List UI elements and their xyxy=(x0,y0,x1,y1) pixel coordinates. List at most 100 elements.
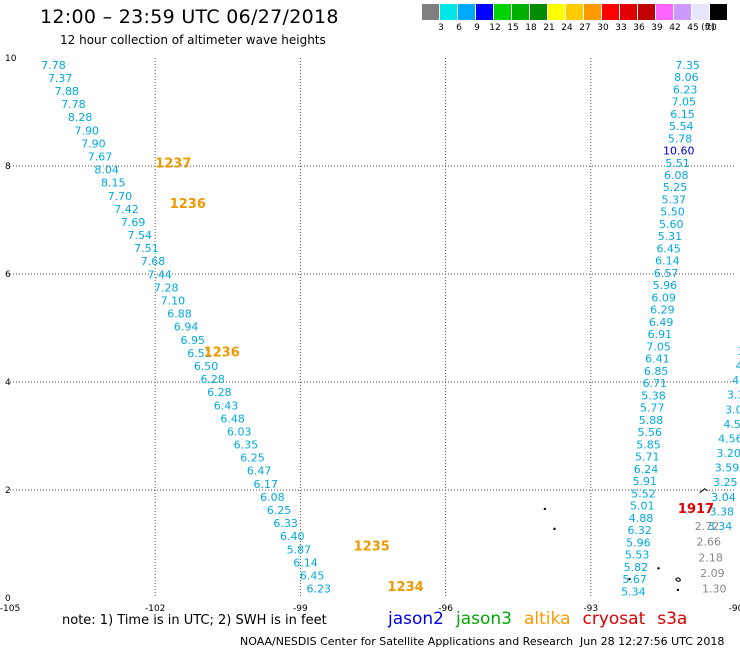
swh-value: 3.34 xyxy=(708,520,733,533)
scale-label: 21 xyxy=(543,23,555,33)
scale-label: 15 xyxy=(507,23,519,33)
swh-value: 7.42 xyxy=(114,203,139,216)
swh-value: 7.05 xyxy=(646,340,671,353)
swh-value: 3.25 xyxy=(713,476,738,489)
scale-swatch xyxy=(494,4,511,20)
lat-tick-label: 6 xyxy=(5,270,11,280)
lon-tick-label: -93 xyxy=(583,604,598,614)
map-title: 12:00 – 23:59 UTC 06/27/2018 xyxy=(40,6,339,28)
lat-tick-label: 8 xyxy=(5,162,11,172)
swh-value: 6.28 xyxy=(207,386,232,399)
satellite-legend-altika: altika xyxy=(524,609,571,629)
swh-value: 6.14 xyxy=(655,255,680,268)
swh-value: 5.91 xyxy=(632,475,657,488)
swh-value: 5.96 xyxy=(653,279,678,292)
swh-value: 7.90 xyxy=(74,124,99,137)
swh-value: 7.37 xyxy=(48,72,73,85)
swh-value: 6.15 xyxy=(670,108,695,121)
swh-value: 6.25 xyxy=(267,504,292,517)
swh-value: 5.67 xyxy=(622,573,647,586)
swh-value: 6.88 xyxy=(167,308,192,321)
swh-value: 6.85 xyxy=(644,365,669,378)
swh-value: 5.56 xyxy=(638,426,663,439)
swh-value: 7.44 xyxy=(147,268,172,281)
scale-swatch xyxy=(638,4,655,20)
swh-value: 2.72 xyxy=(695,520,720,533)
swh-value: 7.67 xyxy=(88,150,113,163)
swh-value: 4.5 xyxy=(723,418,740,431)
swh-value: 6.41 xyxy=(645,353,670,366)
scale-unit: (ft) xyxy=(701,23,715,33)
swh-value: 5.71 xyxy=(635,451,660,464)
scale-label: 24 xyxy=(561,23,573,33)
scale-label: 42 xyxy=(669,23,681,33)
swh-value: 5.52 xyxy=(631,487,656,500)
scale-swatch xyxy=(566,4,583,20)
lon-tick-label: -102 xyxy=(145,604,165,614)
swh-value: 7.68 xyxy=(141,255,166,268)
swh-value: 6.24 xyxy=(634,463,659,476)
scale-label: 39 xyxy=(651,23,663,33)
scale-label: 70 xyxy=(705,23,717,33)
island-mark xyxy=(543,507,547,511)
lat-tick-label: 0 xyxy=(5,594,11,604)
swh-value: 6.95 xyxy=(181,334,206,347)
map-subtitle: 12 hour collection of altimeter wave hei… xyxy=(60,33,326,47)
swh-value: 3.3 xyxy=(727,389,740,402)
scale-swatch xyxy=(530,4,547,20)
pass-time-label: 1236 xyxy=(170,197,206,212)
swh-value: 6.08 xyxy=(260,491,285,504)
swh-value: 5.53 xyxy=(625,549,650,562)
swh-value: 5.31 xyxy=(658,230,683,243)
swh-value: 6.23 xyxy=(673,83,698,96)
scale-swatch xyxy=(422,4,439,20)
swh-value: 7.35 xyxy=(675,59,700,72)
satellite-legend-cryosat: cryosat xyxy=(582,609,646,629)
scale-swatch xyxy=(620,4,637,20)
swh-value: 6.40 xyxy=(280,530,305,543)
scale-swatch xyxy=(602,4,619,20)
scale-swatch xyxy=(674,4,691,20)
swh-value: 6.25 xyxy=(240,452,265,465)
swh-value: 6.49 xyxy=(649,316,674,329)
swh-value: 5.38 xyxy=(641,389,666,402)
swh-value: 5.87 xyxy=(287,543,312,556)
swh-value: 3.20 xyxy=(716,447,740,460)
swh-value: 5.25 xyxy=(663,181,688,194)
swh-value: 1.30 xyxy=(702,583,727,596)
swh-value: 3 xyxy=(737,345,740,358)
swh-value: 5.88 xyxy=(639,414,664,427)
scale-label: 9 xyxy=(474,23,480,33)
lon-tick-label: -90 xyxy=(729,604,740,614)
swh-value: 7.70 xyxy=(108,190,133,203)
swh-value: 4.88 xyxy=(629,512,654,525)
swh-value: 7.88 xyxy=(55,85,80,98)
pass-time-label: 1237 xyxy=(155,156,191,171)
swh-value: 7.28 xyxy=(154,281,179,294)
lat-tick-label: 2 xyxy=(5,486,11,496)
swh-value: 5.77 xyxy=(640,402,665,415)
coastline xyxy=(699,488,708,494)
swh-value: 4.56 xyxy=(718,432,740,445)
footnote: note: 1) Time is in UTC; 2) SWH is in fe… xyxy=(62,613,327,628)
swh-value: 3.0 xyxy=(725,403,740,416)
swh-value: 6.08 xyxy=(664,169,689,182)
swh-value: 6.50 xyxy=(194,360,219,373)
swh-value: 5.60 xyxy=(659,218,684,231)
scale-label: 33 xyxy=(615,23,627,33)
scale-swatch xyxy=(458,4,475,20)
swh-value: 8.06 xyxy=(674,71,699,84)
satellite-legend: jason2 jason3 altika cryosat s3a xyxy=(388,609,699,629)
scale-label: 3 xyxy=(438,23,444,33)
scale-swatch xyxy=(584,4,601,20)
swh-value: 6.94 xyxy=(174,321,199,334)
swh-value: 7.69 xyxy=(121,216,146,229)
swh-value: 6.48 xyxy=(220,412,245,425)
swh-value: 3.38 xyxy=(710,505,735,518)
swh-value: 7.90 xyxy=(81,137,106,150)
satellite-legend-s3a: s3a xyxy=(657,609,688,629)
scale-label: 18 xyxy=(525,23,537,33)
swh-value: 7.54 xyxy=(128,229,153,242)
swh-value: 4. xyxy=(732,374,740,387)
swh-value: 2.66 xyxy=(697,536,722,549)
